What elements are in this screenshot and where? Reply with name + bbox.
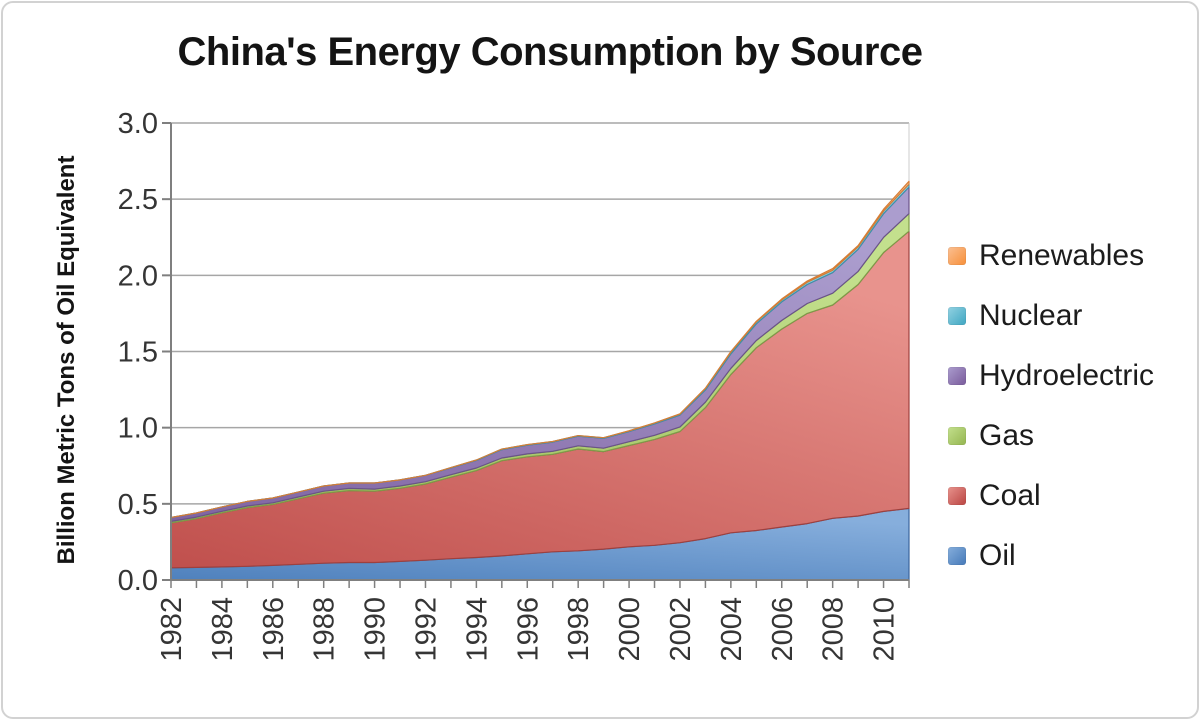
y-tick-label-0.5: 0.5 [118, 489, 158, 521]
y-tick-label-1.0: 1.0 [118, 413, 158, 445]
legend-label-coal: Coal [979, 479, 1041, 512]
legend-label-hydroelectric: Hydroelectric [979, 359, 1155, 392]
legend-swatch-coal [948, 487, 966, 505]
legend-swatch-renewables [948, 247, 966, 265]
x-tick-label-1998: 1998 [563, 597, 595, 662]
x-tick-label-2002: 2002 [665, 597, 697, 662]
legend-item-gas: Gas [948, 406, 1154, 466]
legend-label-gas: Gas [979, 419, 1035, 452]
legend-label-oil: Oil [979, 539, 1016, 572]
y-tick-label-3.0: 3.0 [118, 108, 158, 140]
x-tick-label-1988: 1988 [309, 597, 341, 662]
legend-item-oil: Oil [948, 526, 1154, 586]
legend-swatch-gas [948, 427, 966, 445]
legend-swatch-oil [948, 547, 966, 565]
y-tick-label-1.5: 1.5 [118, 337, 158, 369]
y-tick-label-0.0: 0.0 [118, 565, 158, 597]
area-coal [170, 230, 910, 569]
legend-label-nuclear: Nuclear [979, 299, 1083, 332]
y-tick-label-2.0: 2.0 [118, 260, 158, 292]
x-tick-label-1984: 1984 [207, 597, 239, 662]
legend-swatch-hydroelectric [948, 367, 966, 385]
x-tick-label-1986: 1986 [258, 597, 290, 662]
legend-item-coal: Coal [948, 466, 1154, 526]
y-tick-label-2.5: 2.5 [118, 184, 158, 216]
x-tick-label-1996: 1996 [512, 597, 544, 662]
x-tick-label-2004: 2004 [716, 597, 748, 662]
x-tick-label-2008: 2008 [818, 597, 850, 662]
x-tick-label-1990: 1990 [360, 597, 392, 662]
x-tick-label-1992: 1992 [410, 597, 442, 662]
x-tick-label-2006: 2006 [767, 597, 799, 662]
chart-title: China's Energy Consumption by Source [177, 30, 923, 74]
x-tick-label-1982: 1982 [156, 597, 188, 662]
legend-swatch-nuclear [948, 307, 966, 325]
area-renewables [170, 180, 910, 519]
legend-item-renewables: Renewables [948, 226, 1154, 286]
legend-item-nuclear: Nuclear [948, 286, 1154, 346]
x-tick-label-2000: 2000 [614, 597, 646, 662]
legend-item-hydroelectric: Hydroelectric [948, 346, 1154, 406]
x-tick-label-1994: 1994 [461, 597, 493, 662]
legend: Renewables Nuclear Hydroelectric Gas Coal Oil [948, 226, 1154, 586]
legend-label-renewables: Renewables [979, 239, 1145, 272]
x-tick-label-2010: 2010 [869, 597, 901, 662]
